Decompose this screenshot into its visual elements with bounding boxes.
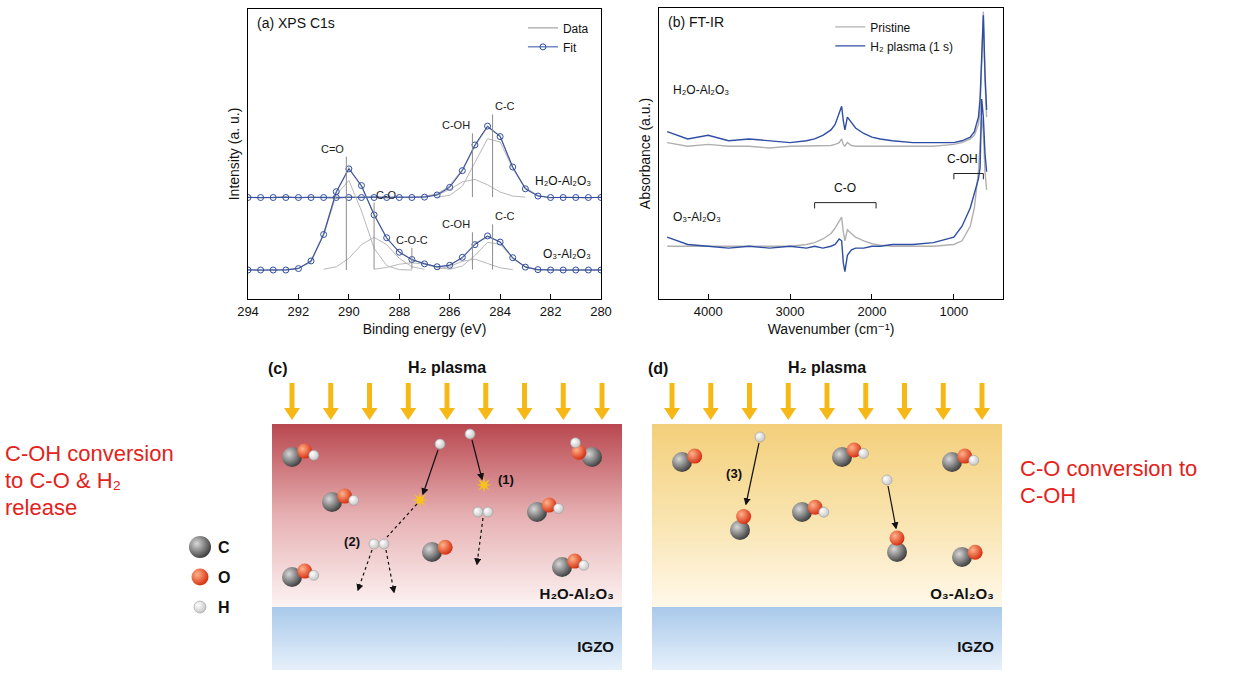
- svg-text:O₃-Al₂O₃: O₃-Al₂O₃: [673, 210, 721, 224]
- html-text:to C-O & H₂: to C-O & H₂: [5, 468, 122, 493]
- svg-text:2000: 2000: [857, 304, 886, 319]
- svg-text:IGZO: IGZO: [577, 638, 614, 655]
- svg-text:3000: 3000: [776, 304, 805, 319]
- svg-text:H₂ plasma (1 s): H₂ plasma (1 s): [870, 40, 953, 54]
- svg-text:(b) FT-IR: (b) FT-IR: [668, 14, 724, 30]
- svg-text:280: 280: [590, 304, 612, 319]
- svg-text:292: 292: [288, 304, 310, 319]
- svg-text:C-O: C-O: [376, 189, 397, 201]
- svg-text:C=O: C=O: [321, 143, 344, 155]
- svg-text:H₂ plasma: H₂ plasma: [788, 359, 866, 376]
- svg-text:286: 286: [439, 304, 461, 319]
- svg-text:(2): (2): [344, 534, 360, 549]
- svg-text:4000: 4000: [694, 304, 723, 319]
- svg-text:Binding energy (eV): Binding energy (eV): [363, 321, 487, 337]
- svg-text:Absorbance (a.u.): Absorbance (a.u.): [637, 98, 653, 209]
- html-text:C-OH conversion: C-OH conversion: [5, 441, 174, 466]
- svg-text:H₂O-Al₂O₃: H₂O-Al₂O₃: [535, 174, 591, 188]
- svg-text:290: 290: [338, 304, 360, 319]
- svg-text:Fit: Fit: [563, 41, 577, 55]
- svg-text:(d): (d): [648, 360, 668, 377]
- svg-text:H: H: [218, 599, 230, 616]
- svg-text:C-O: C-O: [834, 181, 856, 195]
- svg-text:Intensity (a. u.): Intensity (a. u.): [226, 108, 242, 201]
- svg-text:Data: Data: [563, 22, 589, 36]
- svg-text:1000: 1000: [939, 304, 968, 319]
- svg-text:H₂O-Al₂O₃: H₂O-Al₂O₃: [673, 83, 729, 97]
- svg-text:284: 284: [489, 304, 511, 319]
- svg-text:(a) XPS C1s: (a) XPS C1s: [257, 15, 335, 31]
- svg-text:O₃-Al₂O₃: O₃-Al₂O₃: [543, 247, 591, 261]
- svg-text:C-OH: C-OH: [442, 218, 470, 230]
- svg-text:C-O-C: C-O-C: [396, 234, 428, 246]
- svg-text:H₂ plasma: H₂ plasma: [408, 359, 486, 376]
- html-text:C-O conversion to: C-O conversion to: [1020, 456, 1198, 481]
- svg-text:282: 282: [540, 304, 562, 319]
- svg-text:Wavenumber (cm⁻¹): Wavenumber (cm⁻¹): [768, 321, 895, 337]
- svg-text:C-C: C-C: [495, 100, 515, 112]
- html-text:C-OH: C-OH: [1020, 483, 1077, 508]
- svg-text:O: O: [218, 569, 230, 586]
- svg-text:C-C: C-C: [495, 210, 515, 222]
- svg-text:H₂O-Al₂O₃: H₂O-Al₂O₃: [540, 585, 614, 602]
- html-text:release: release: [5, 495, 78, 520]
- svg-text:O₃-Al₂O₃: O₃-Al₂O₃: [930, 585, 994, 602]
- svg-text:C-OH: C-OH: [947, 152, 978, 166]
- svg-text:C-OH: C-OH: [442, 119, 470, 131]
- svg-text:294: 294: [237, 304, 259, 319]
- svg-text:Pristine: Pristine: [870, 21, 910, 35]
- svg-text:IGZO: IGZO: [957, 638, 994, 655]
- svg-text:(1): (1): [498, 472, 514, 487]
- svg-text:(c): (c): [268, 360, 288, 377]
- svg-text:C: C: [218, 539, 230, 556]
- svg-text:(3): (3): [726, 466, 742, 481]
- svg-text:288: 288: [388, 304, 410, 319]
